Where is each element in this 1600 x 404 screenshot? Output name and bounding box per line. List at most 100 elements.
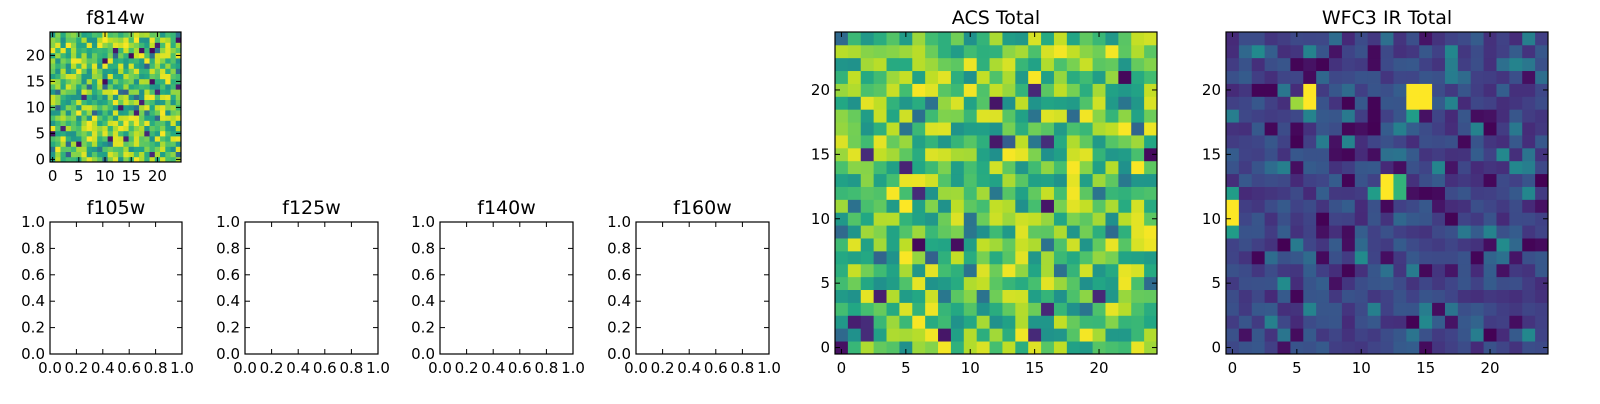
heatmap-cell	[1002, 135, 1016, 149]
heatmap-cell	[50, 68, 56, 74]
heatmap-cell	[938, 173, 952, 187]
heatmap-cell	[76, 94, 82, 100]
heatmap-cell	[97, 104, 103, 111]
heatmap-cell	[1367, 57, 1381, 72]
heatmap-cell	[133, 37, 140, 43]
heatmap-cell	[1226, 160, 1240, 175]
heatmap-cell	[97, 146, 103, 152]
heatmap-cell	[1053, 96, 1068, 110]
heatmap-cell	[1105, 135, 1119, 149]
heatmap-cell	[128, 141, 135, 147]
heatmap-cell	[1092, 44, 1106, 59]
heatmap-cell	[1419, 96, 1433, 110]
heatmap-cell	[1251, 302, 1266, 316]
heatmap-cell	[1535, 225, 1549, 239]
heatmap-cell	[860, 32, 875, 46]
heatmap-cell	[154, 151, 161, 158]
heatmap-cell	[1380, 238, 1394, 252]
heatmap-cell	[70, 68, 77, 74]
heatmap-cell	[1393, 160, 1407, 175]
heatmap-cell	[1053, 186, 1068, 200]
heatmap-cell	[1329, 263, 1343, 278]
heatmap-cell	[1079, 263, 1093, 278]
heatmap-cell	[1522, 70, 1536, 84]
heatmap-cell	[139, 156, 145, 163]
heatmap-cell	[1522, 212, 1536, 226]
heatmap-cell	[60, 78, 67, 85]
heatmap-cell	[873, 83, 887, 97]
heatmap-cell	[1406, 122, 1420, 136]
heatmap-cell	[1432, 32, 1446, 46]
heatmap-cell	[835, 199, 849, 213]
heatmap-cell	[1105, 250, 1119, 265]
heatmap-cell	[1470, 83, 1484, 97]
heatmap-cell	[1419, 276, 1433, 290]
heatmap-cell	[1238, 302, 1253, 316]
heatmap-cell	[128, 52, 135, 59]
heatmap-cell	[65, 104, 72, 111]
x-tick-label: 1.0	[561, 359, 585, 377]
heatmap-cell	[1509, 250, 1523, 265]
heatmap-cell	[107, 52, 114, 59]
heatmap-cell	[60, 73, 67, 80]
heatmap-cell	[976, 289, 990, 303]
heatmap-cell	[170, 32, 177, 38]
heatmap-cell	[102, 37, 109, 43]
heatmap-cell	[950, 199, 965, 213]
heatmap-cell	[938, 57, 952, 72]
heatmap-cell	[976, 135, 990, 149]
heatmap-cell	[847, 44, 862, 59]
heatmap-cell	[1444, 225, 1459, 239]
heatmap-cell	[1380, 147, 1394, 162]
heatmap-cell	[1092, 263, 1106, 278]
heatmap-cell	[1105, 199, 1119, 213]
heatmap-cell	[1118, 276, 1132, 290]
heatmap-cell	[1041, 160, 1055, 175]
heatmap-cell	[1053, 250, 1068, 265]
heatmap-cell	[1144, 250, 1158, 265]
heatmap-cell	[128, 120, 135, 126]
heatmap-cell	[118, 99, 124, 106]
heatmap-cell	[912, 147, 926, 162]
heatmap-cell	[1226, 173, 1240, 187]
y-tick-label: 5	[35, 124, 45, 142]
heatmap-cell	[1329, 135, 1343, 149]
heatmap-cell	[86, 141, 93, 147]
heatmap-cell	[1264, 32, 1278, 46]
heatmap-cell	[963, 315, 978, 329]
heatmap-cell	[107, 73, 114, 80]
heatmap-cell	[899, 238, 913, 252]
heatmap-cell	[1277, 315, 1291, 329]
heatmap-cell	[1419, 32, 1433, 46]
heatmap-cell	[70, 94, 77, 100]
heatmap-cell	[1002, 199, 1016, 213]
heatmap-cell	[1066, 109, 1081, 123]
x-tick-label: 5	[1292, 359, 1302, 377]
heatmap-cell	[144, 136, 150, 142]
heatmap-cell	[912, 186, 926, 200]
heatmap-cell	[1002, 289, 1016, 303]
heatmap-cell	[1226, 199, 1240, 213]
heatmap-cell	[76, 104, 82, 111]
heatmap-cell	[144, 32, 150, 38]
heatmap-cell	[1367, 96, 1381, 110]
heatmap-cell	[1015, 341, 1029, 355]
heatmap-cell	[950, 109, 965, 123]
heatmap-cell	[1277, 341, 1291, 355]
x-tick-label: 15	[1025, 359, 1044, 377]
heatmap-cell	[1444, 341, 1459, 355]
heatmap-cell	[1002, 225, 1016, 239]
heatmap-cell	[1053, 44, 1068, 59]
heatmap-cell	[1470, 32, 1484, 46]
heatmap-cell	[97, 68, 103, 74]
y-tick-label: 1.0	[216, 213, 240, 231]
heatmap-cell	[1079, 70, 1093, 84]
heatmap-cell	[1457, 263, 1472, 278]
heatmap-cell	[1002, 70, 1016, 84]
heatmap-cell	[1290, 186, 1304, 200]
heatmap-cell	[989, 225, 1003, 239]
heatmap-cell	[976, 83, 990, 97]
heatmap-cell	[1131, 341, 1145, 355]
heatmap-cell	[76, 89, 82, 95]
